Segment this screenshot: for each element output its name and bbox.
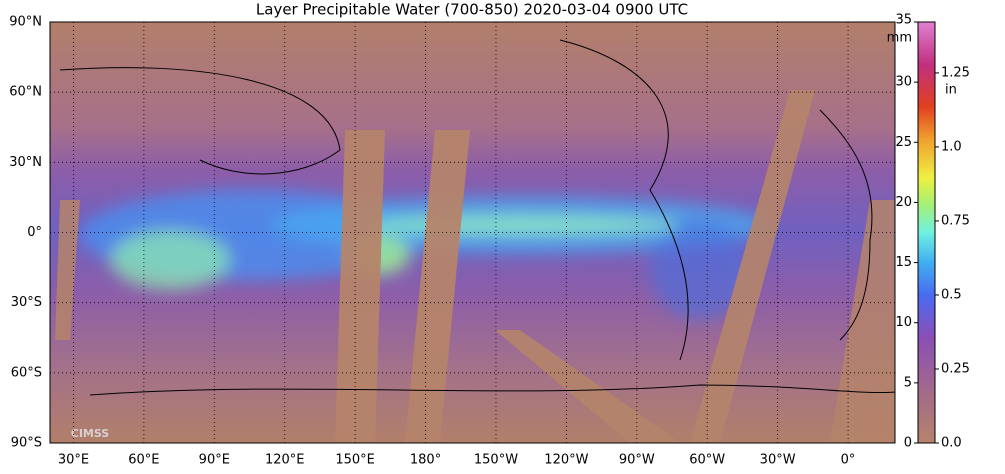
lon-label: 0° xyxy=(841,453,856,468)
in-tick-label: 0.25 xyxy=(941,361,970,376)
mm-unit: mm xyxy=(887,31,912,46)
mm-tick-label: 30 xyxy=(895,75,912,90)
lon-label: 90°E xyxy=(199,453,230,468)
in-tick-label: 1.0 xyxy=(941,139,962,154)
title: Layer Precipitable Water (700-850) 2020-… xyxy=(256,1,688,19)
mm-tick-label: 20 xyxy=(895,195,912,210)
mm-tick-label: 35 xyxy=(895,13,912,28)
in-tick-label: 0.5 xyxy=(941,287,962,302)
lon-label: 90°W xyxy=(619,453,655,468)
mm-tick-label: 0 xyxy=(904,436,912,451)
lon-label: 30°E xyxy=(58,453,89,468)
logo: CIMSS xyxy=(71,427,110,440)
map-image xyxy=(50,22,895,443)
lat-label: 90°N xyxy=(9,15,42,30)
lat-label: 60°S xyxy=(11,365,42,380)
in-tick-label: 1.25 xyxy=(941,65,970,80)
colorbar xyxy=(917,21,936,444)
lat-label: 90°S xyxy=(11,436,42,451)
lon-label: 60°W xyxy=(689,453,725,468)
lon-label: 120°E xyxy=(265,453,305,468)
lon-label: 30°W xyxy=(760,453,796,468)
lon-label: 120°W xyxy=(544,453,588,468)
lat-label: 30°N xyxy=(9,155,42,170)
lat-label: 0° xyxy=(27,225,42,240)
in-unit: in xyxy=(945,83,957,98)
lat-label: 60°N xyxy=(9,85,42,100)
mm-tick-label: 25 xyxy=(895,135,912,150)
mm-tick-label: 5 xyxy=(904,375,912,390)
lon-label: 180° xyxy=(410,453,441,468)
in-tick-label: 0.75 xyxy=(941,213,970,228)
lon-label: 150°W xyxy=(474,453,518,468)
lon-label: 60°E xyxy=(128,453,159,468)
in-tick-label: 0.0 xyxy=(941,436,962,451)
lat-label: 30°S xyxy=(11,295,42,310)
mm-tick-label: 10 xyxy=(895,315,912,330)
lon-label: 150°E xyxy=(335,453,375,468)
mm-tick-label: 15 xyxy=(895,255,912,270)
